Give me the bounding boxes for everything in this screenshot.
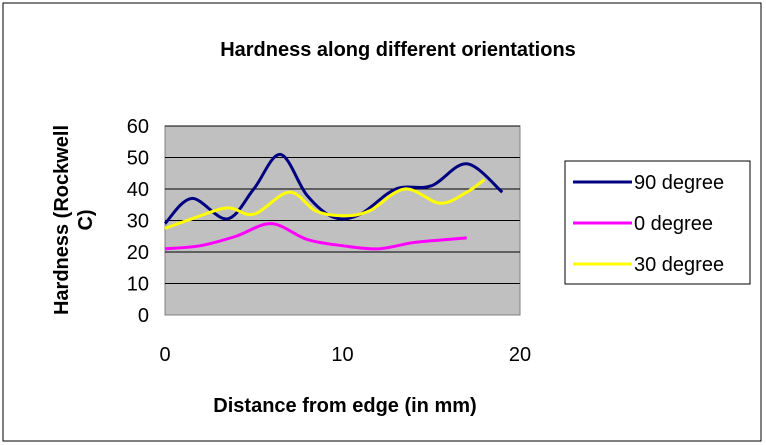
series-line-90-degree: [163, 152, 504, 225]
legend-label-0-degree: 0 degree: [634, 213, 713, 235]
y-tick-label: 60: [127, 116, 149, 138]
y-axis-title-line-2: C): [75, 209, 97, 230]
y-tick-label: 10: [127, 274, 149, 296]
x-axis-ticks: 0 10 20: [159, 344, 531, 366]
y-axis-ticks: 0 10 20 30 40 50 60: [127, 116, 149, 327]
x-axis-title: Distance from edge (in mm): [213, 395, 476, 417]
y-tick-label: 40: [127, 179, 149, 201]
y-axis-title-line-1: Hardness (Rockwell: [51, 125, 73, 315]
y-axis-title: Hardness (Rockwell C): [51, 125, 97, 315]
series-lines: [163, 152, 504, 251]
y-tick-label: 20: [127, 242, 149, 264]
series-line-30-degree: [164, 178, 486, 230]
x-tick-label: 0: [159, 344, 170, 366]
chart-title: Hardness along different orientations: [220, 39, 576, 61]
x-tick-label: 10: [331, 344, 353, 366]
legend-label-30-degree: 30 degree: [634, 254, 724, 276]
legend-label-90-degree: 90 degree: [634, 172, 724, 194]
legend: 90 degree 0 degree 30 degree: [564, 160, 751, 285]
y-tick-label: 30: [127, 211, 149, 233]
grid-lines: [165, 125, 520, 284]
y-tick-label: 50: [127, 148, 149, 170]
y-tick-label: 0: [138, 305, 149, 327]
series-line-0-degree: [164, 222, 467, 251]
x-tick-label: 20: [509, 344, 531, 366]
